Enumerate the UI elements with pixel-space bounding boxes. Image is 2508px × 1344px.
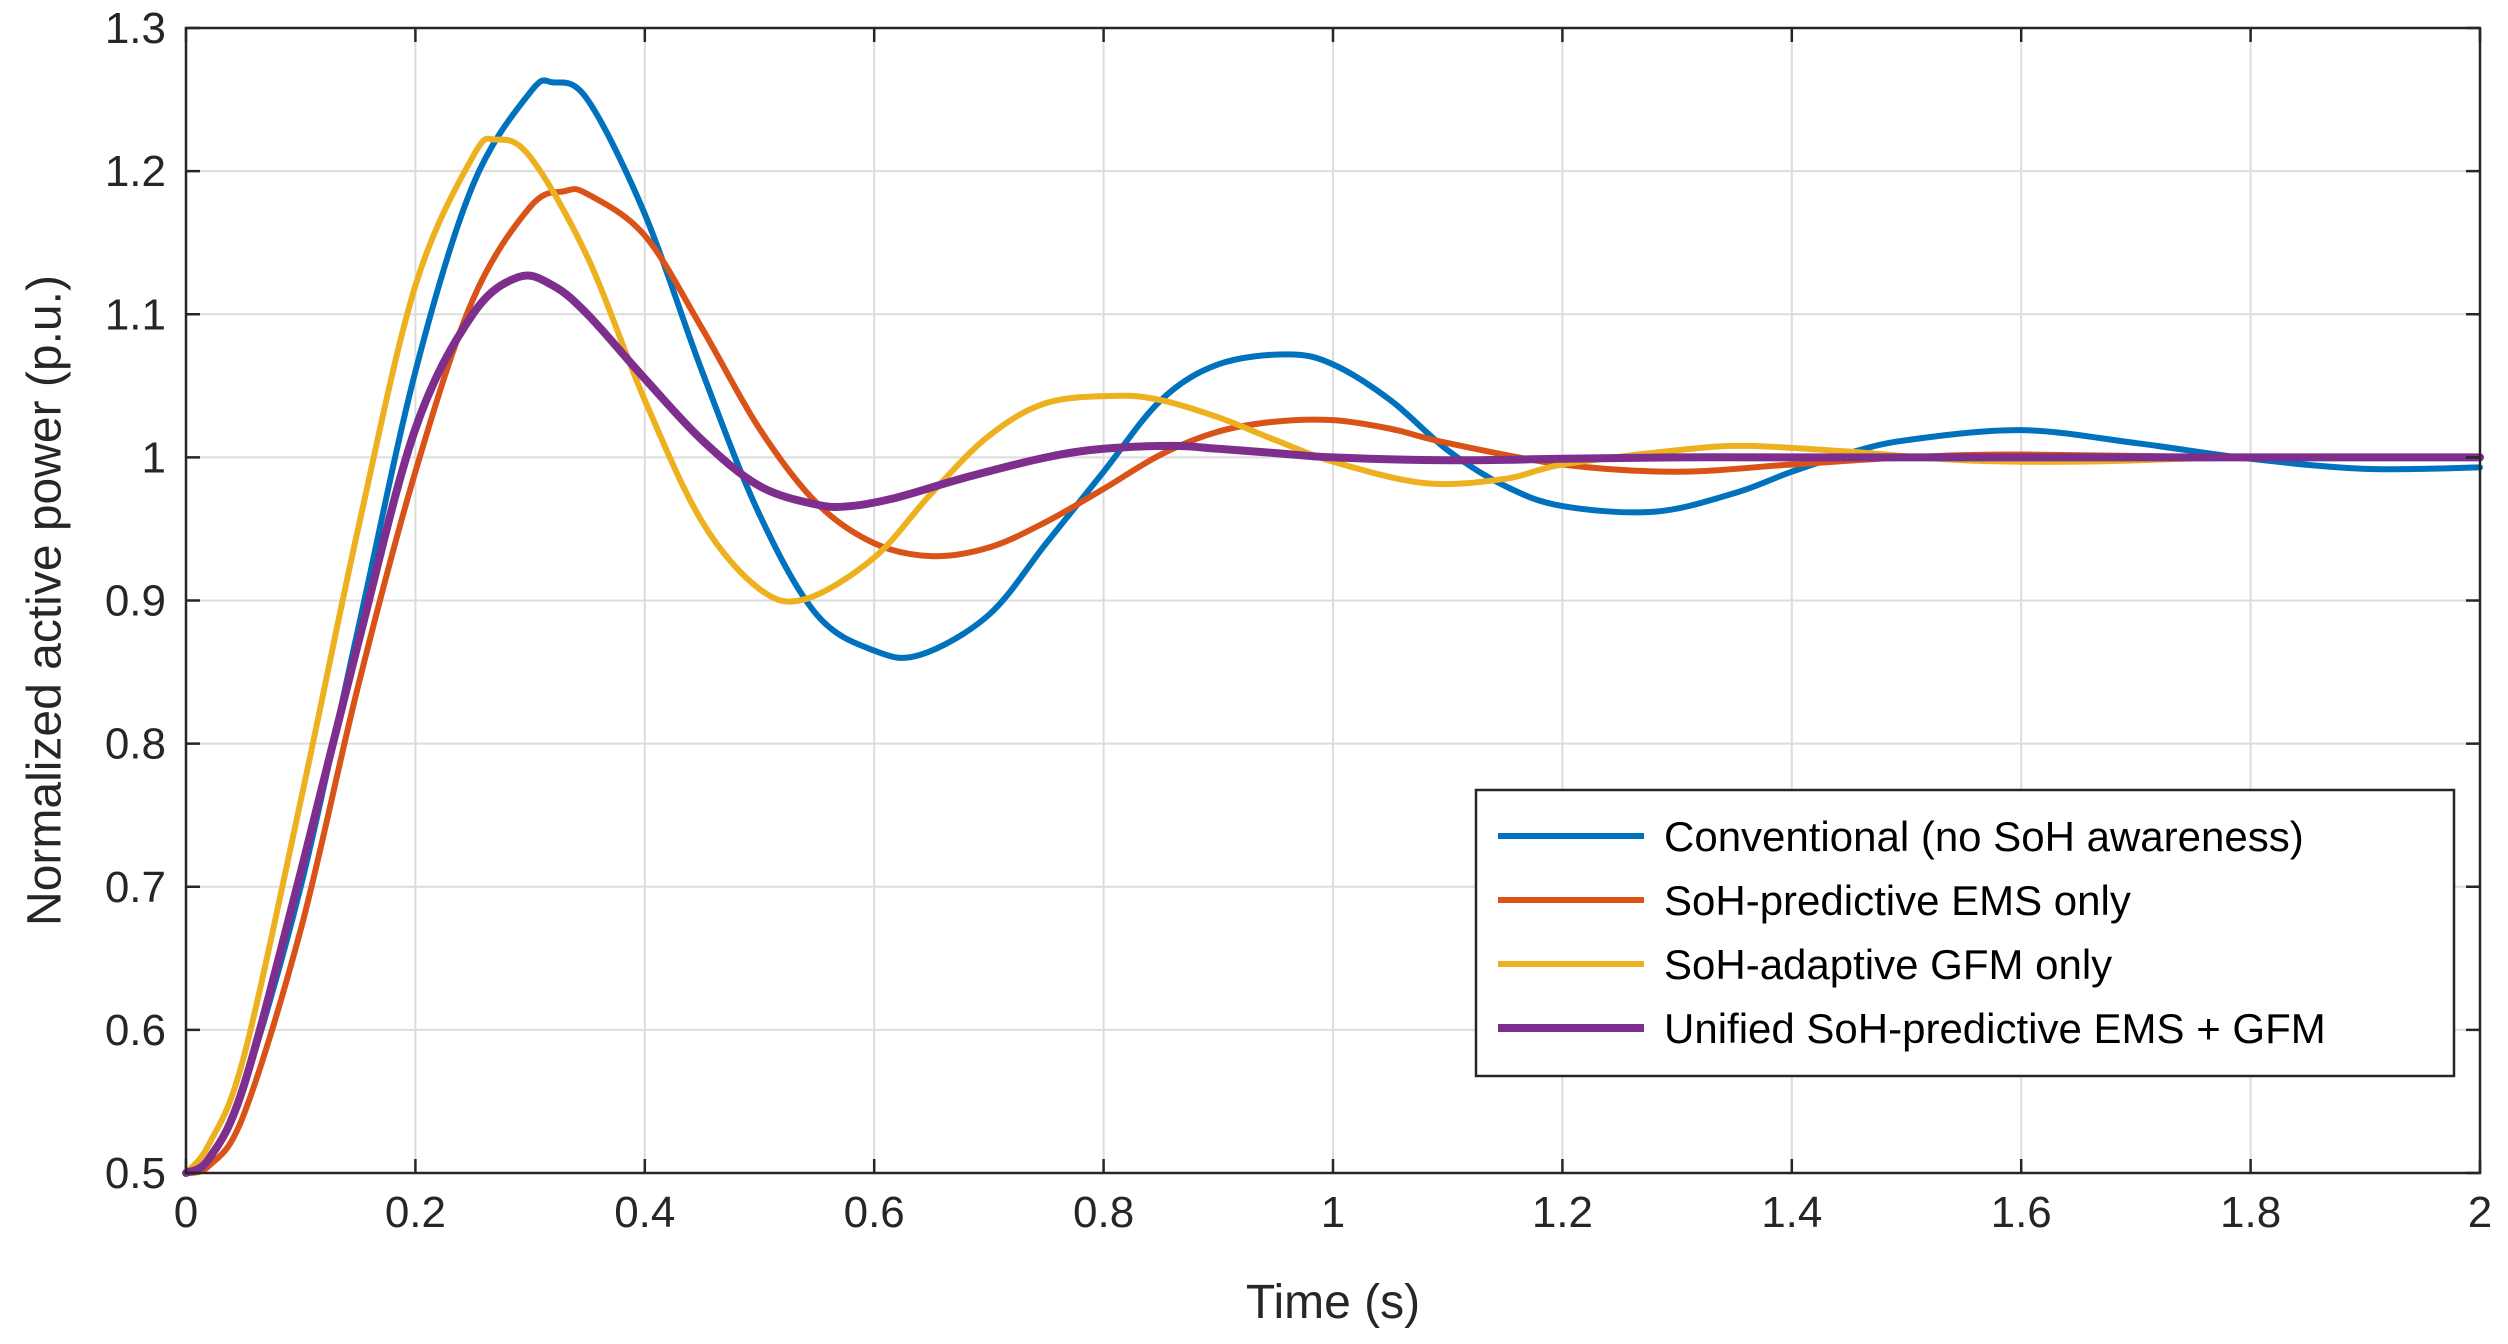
x-tick-label: 2 — [2468, 1188, 2492, 1237]
legend-label-4: Unified SoH-predictive EMS + GFM — [1664, 1005, 2326, 1052]
x-tick-label: 0.6 — [844, 1188, 905, 1237]
x-tick-labels: 0 0.2 0.4 0.6 0.8 1 1.2 1.4 1.6 1.8 2 — [174, 1188, 2492, 1237]
y-tick-label: 0.9 — [105, 577, 166, 626]
legend: Conventional (no SoH awareness) SoH-predi… — [1474, 788, 2456, 1078]
series-lines — [182, 77, 2484, 1177]
legend-label-1: Conventional (no SoH awareness) — [1664, 813, 2304, 860]
x-tick-marks — [184, 28, 2482, 1173]
x-tick-label: 1.6 — [1991, 1188, 2052, 1237]
y-tick-marks — [186, 26, 2480, 1175]
legend-label-2: SoH-predictive EMS only — [1664, 877, 2131, 924]
x-tick-label: 0.2 — [385, 1188, 446, 1237]
legend-label-3: SoH-adaptive GFM only — [1664, 941, 2112, 988]
y-tick-label: 0.7 — [105, 863, 166, 912]
x-tick-label: 1 — [1321, 1188, 1345, 1237]
x-tick-label: 1.4 — [1761, 1188, 1822, 1237]
x-tick-label: 0.4 — [614, 1188, 675, 1237]
y-tick-label: 1.2 — [105, 147, 166, 196]
y-tick-label: 0.8 — [105, 720, 166, 769]
x-tick-label: 0.8 — [1073, 1188, 1134, 1237]
y-tick-label: 1 — [142, 433, 166, 482]
x-axis-label: Time (s) — [1246, 1276, 1420, 1329]
y-tick-label: 1.1 — [105, 290, 166, 339]
x-tick-label: 0 — [174, 1188, 198, 1237]
series-line-2 — [183, 186, 2483, 1176]
x-tick-label: 1.8 — [2220, 1188, 2281, 1237]
y-axis-label: Normalized active power (p.u.) — [19, 275, 72, 926]
y-tick-label: 0.6 — [105, 1006, 166, 1055]
series-line-4 — [182, 271, 2484, 1177]
y-tick-label: 0.5 — [105, 1149, 166, 1198]
x-tick-label: 1.2 — [1532, 1188, 1593, 1237]
y-tick-labels: 0.5 0.6 0.7 0.8 0.9 1 1.1 1.2 1.3 — [105, 4, 166, 1198]
y-tick-label: 1.3 — [105, 4, 166, 53]
